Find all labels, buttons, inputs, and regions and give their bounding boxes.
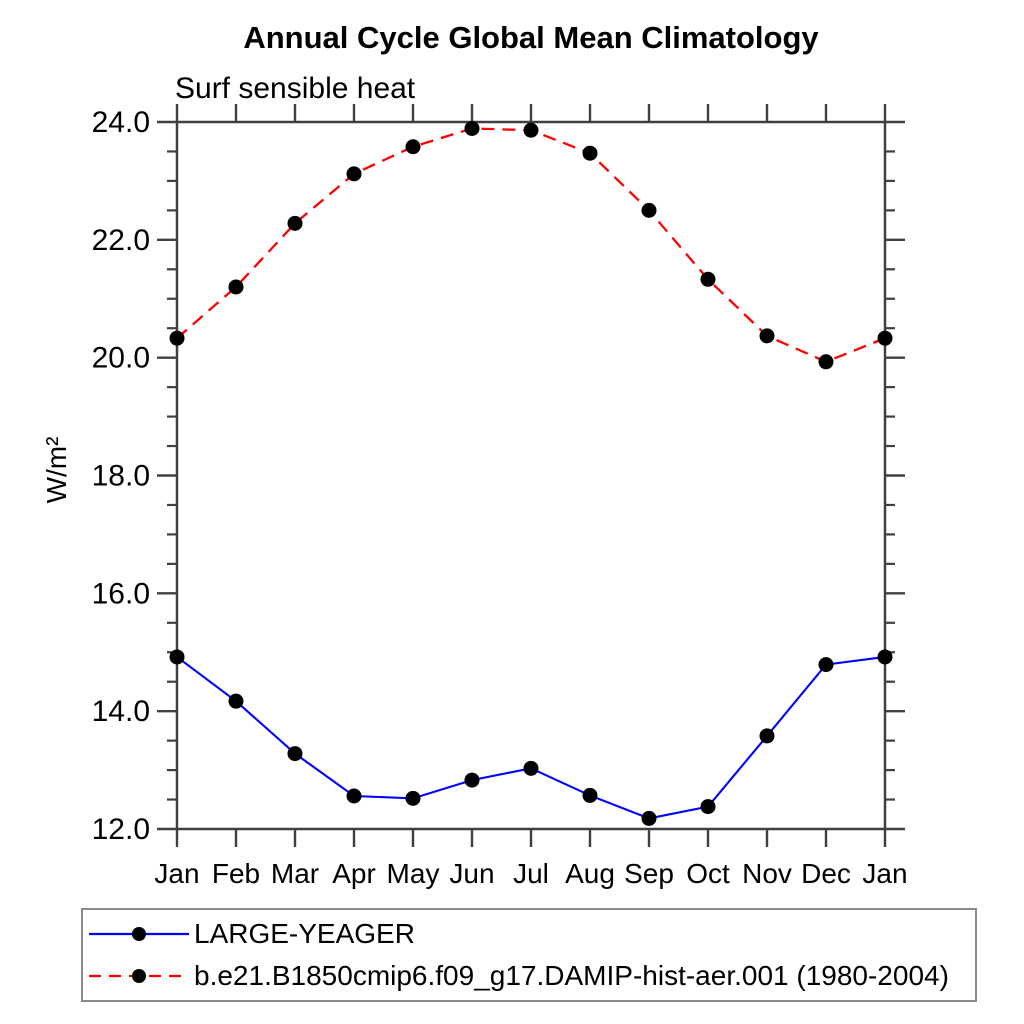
x-tick-label: Jun [449, 858, 494, 889]
data-point-marker [464, 120, 480, 136]
data-point-marker [700, 271, 716, 287]
data-point-marker [228, 279, 244, 295]
series-line-1 [176, 127, 886, 364]
data-point-marker [523, 122, 539, 138]
x-tick-label: Apr [332, 858, 376, 889]
chart-subtitle: Surf sensible heat [175, 72, 416, 105]
y-tick-label: 14.0 [92, 695, 150, 728]
data-point-marker [346, 788, 362, 804]
legend-line-sample-solid [89, 927, 189, 941]
y-tick-label: 20.0 [92, 342, 150, 375]
data-point-marker [818, 657, 834, 673]
legend: LARGE-YEAGER b.e21.B1850cmip6.f09_g17.DA… [81, 908, 977, 1002]
data-point-marker [346, 166, 362, 182]
data-point-marker [169, 330, 185, 346]
x-tick-label: May [387, 858, 440, 889]
legend-line-sample-dashed [89, 969, 189, 983]
x-tick-label: Feb [212, 858, 260, 889]
data-point-marker [700, 799, 716, 815]
x-tick-label: Jan [154, 858, 199, 889]
data-point-marker [877, 330, 893, 346]
y-tick-label: 16.0 [92, 577, 150, 610]
data-point-marker [523, 760, 539, 776]
legend-row-damip: b.e21.B1850cmip6.f09_g17.DAMIP-hist-aer.… [88, 960, 975, 991]
x-tick-label: Sep [624, 858, 674, 889]
y-tick-label: 22.0 [92, 224, 150, 257]
x-tick-label: Jul [513, 858, 549, 889]
x-tick-label: Dec [801, 858, 851, 889]
legend-label-large-yeager: LARGE-YEAGER [194, 918, 415, 949]
series-line-0 [176, 655, 886, 820]
data-point-marker [877, 649, 893, 665]
data-point-marker [287, 215, 303, 231]
plot-frame [175, 120, 887, 831]
y-tick-label: 18.0 [92, 460, 150, 493]
data-point-marker [169, 649, 185, 665]
y-tick-label: 24.0 [92, 106, 150, 139]
x-tick-label: Jan [862, 858, 907, 889]
x-tick-label: Aug [565, 858, 615, 889]
data-point-marker [759, 728, 775, 744]
x-tick-label: Oct [686, 858, 730, 889]
data-point-marker [287, 746, 303, 762]
data-point-marker [641, 810, 657, 826]
data-point-marker [464, 772, 480, 788]
data-point-marker [582, 787, 598, 803]
x-tick-label: Mar [271, 858, 319, 889]
data-point-marker [228, 693, 244, 709]
data-point-marker [759, 328, 775, 344]
data-point-marker [641, 202, 657, 218]
data-point-marker [818, 354, 834, 370]
data-point-marker [582, 145, 598, 161]
data-point-marker [405, 790, 421, 806]
legend-marker-dot-icon [132, 969, 146, 983]
chart-title: Annual Cycle Global Mean Climatology [243, 20, 819, 55]
y-tick-label: 12.0 [92, 813, 150, 846]
data-point-marker [405, 139, 421, 155]
legend-label-damip: b.e21.B1850cmip6.f09_g17.DAMIP-hist-aer.… [194, 960, 949, 991]
x-tick-label: Nov [742, 858, 792, 889]
legend-row-large-yeager: LARGE-YEAGER [88, 918, 975, 949]
legend-marker-dot-icon [132, 927, 146, 941]
